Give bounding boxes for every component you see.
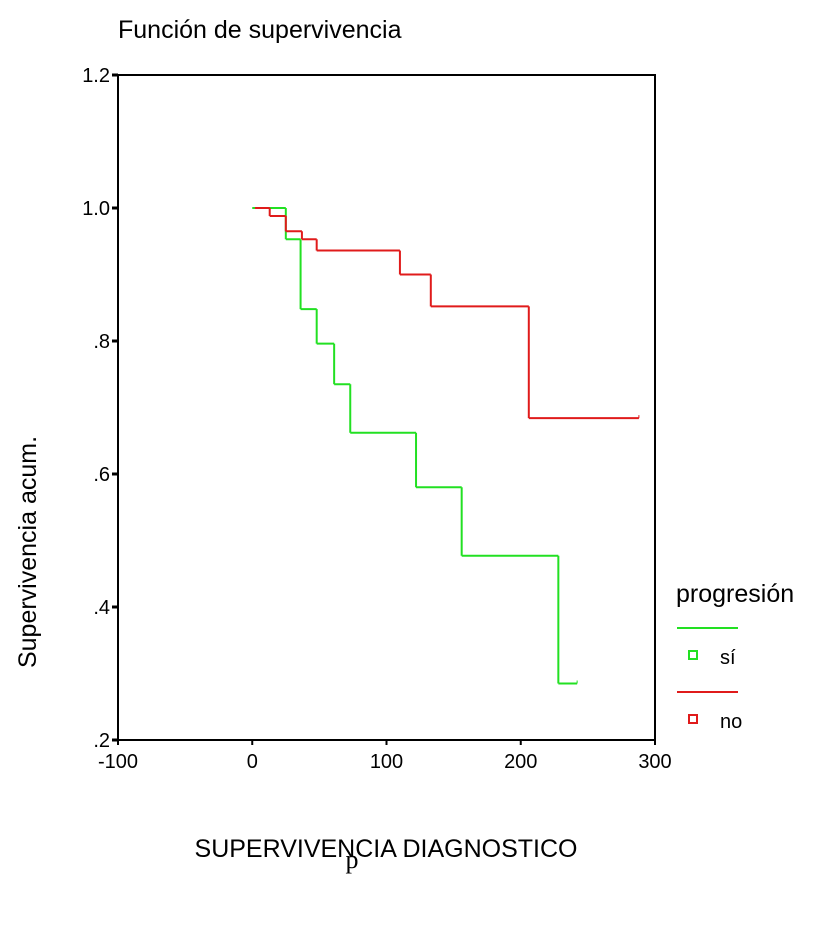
x-tick-label: 0: [247, 751, 258, 773]
x-axis-label: SUPERVIVENCIA DIAGNOSTICO: [195, 835, 578, 863]
x-tick-label: 300: [638, 751, 671, 773]
legend-marker: [688, 650, 698, 660]
footnote: p: [346, 845, 359, 874]
legend-label: no: [720, 711, 742, 733]
y-tick-label: .4: [93, 597, 110, 619]
y-tick-label: .2: [93, 730, 110, 752]
y-tick-label: 1.0: [82, 198, 110, 220]
legend-title: progresión: [676, 580, 794, 608]
plot-frame: [117, 74, 656, 741]
legend-label: sí: [720, 647, 736, 669]
y-tick-label: 1.2: [82, 65, 110, 87]
y-tick-label: .8: [93, 331, 110, 353]
x-tick-label: 100: [370, 751, 403, 773]
legend-marker: [688, 714, 698, 724]
y-axis-label: Supervivencia acum.: [14, 436, 42, 668]
x-tick-label: 200: [504, 751, 537, 773]
x-tick-label: -100: [98, 751, 138, 773]
y-tick-label: .6: [93, 464, 110, 486]
chart-title: Función de supervivencia: [118, 16, 402, 44]
